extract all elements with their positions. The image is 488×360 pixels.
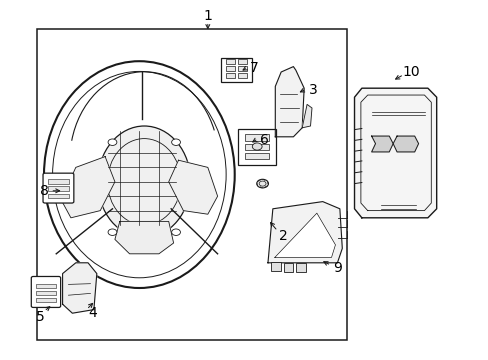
- Polygon shape: [371, 136, 392, 152]
- Text: 8: 8: [40, 184, 48, 198]
- Text: 10: 10: [401, 65, 419, 79]
- Bar: [270, 262, 280, 271]
- Bar: [238, 66, 246, 71]
- Ellipse shape: [108, 229, 117, 235]
- Polygon shape: [115, 221, 173, 254]
- FancyBboxPatch shape: [221, 58, 252, 82]
- FancyBboxPatch shape: [31, 276, 61, 307]
- Polygon shape: [275, 67, 304, 137]
- Ellipse shape: [108, 139, 117, 145]
- Text: 9: 9: [332, 261, 341, 275]
- Polygon shape: [354, 88, 436, 218]
- Bar: [48, 179, 69, 184]
- Text: 7: 7: [249, 62, 258, 75]
- Bar: [226, 59, 235, 64]
- Polygon shape: [392, 136, 418, 152]
- Ellipse shape: [252, 143, 262, 150]
- Bar: [238, 73, 246, 78]
- Bar: [36, 284, 56, 288]
- Bar: [245, 153, 268, 159]
- Bar: [295, 263, 305, 272]
- Text: 1: 1: [203, 9, 212, 23]
- Bar: [226, 66, 235, 71]
- Bar: [226, 73, 235, 78]
- Bar: [36, 298, 56, 302]
- Text: 6: 6: [259, 134, 268, 147]
- Polygon shape: [62, 263, 97, 313]
- Polygon shape: [274, 213, 335, 257]
- Ellipse shape: [171, 139, 180, 145]
- Polygon shape: [267, 202, 342, 263]
- Polygon shape: [302, 104, 311, 128]
- Text: 3: 3: [308, 83, 317, 97]
- Ellipse shape: [44, 61, 234, 288]
- Bar: [36, 291, 56, 295]
- Text: 5: 5: [36, 310, 44, 324]
- Bar: [48, 194, 69, 198]
- Bar: [245, 134, 268, 141]
- Ellipse shape: [171, 229, 180, 235]
- Text: 2: 2: [279, 229, 287, 243]
- Polygon shape: [168, 160, 217, 214]
- Polygon shape: [61, 157, 115, 218]
- Bar: [283, 263, 293, 272]
- Bar: [245, 144, 268, 150]
- Text: 4: 4: [88, 306, 97, 320]
- Bar: [37, 29, 346, 340]
- Bar: [48, 186, 69, 191]
- Bar: [238, 59, 246, 64]
- Ellipse shape: [98, 126, 190, 238]
- FancyBboxPatch shape: [238, 129, 276, 165]
- FancyBboxPatch shape: [43, 173, 74, 203]
- Ellipse shape: [256, 179, 268, 188]
